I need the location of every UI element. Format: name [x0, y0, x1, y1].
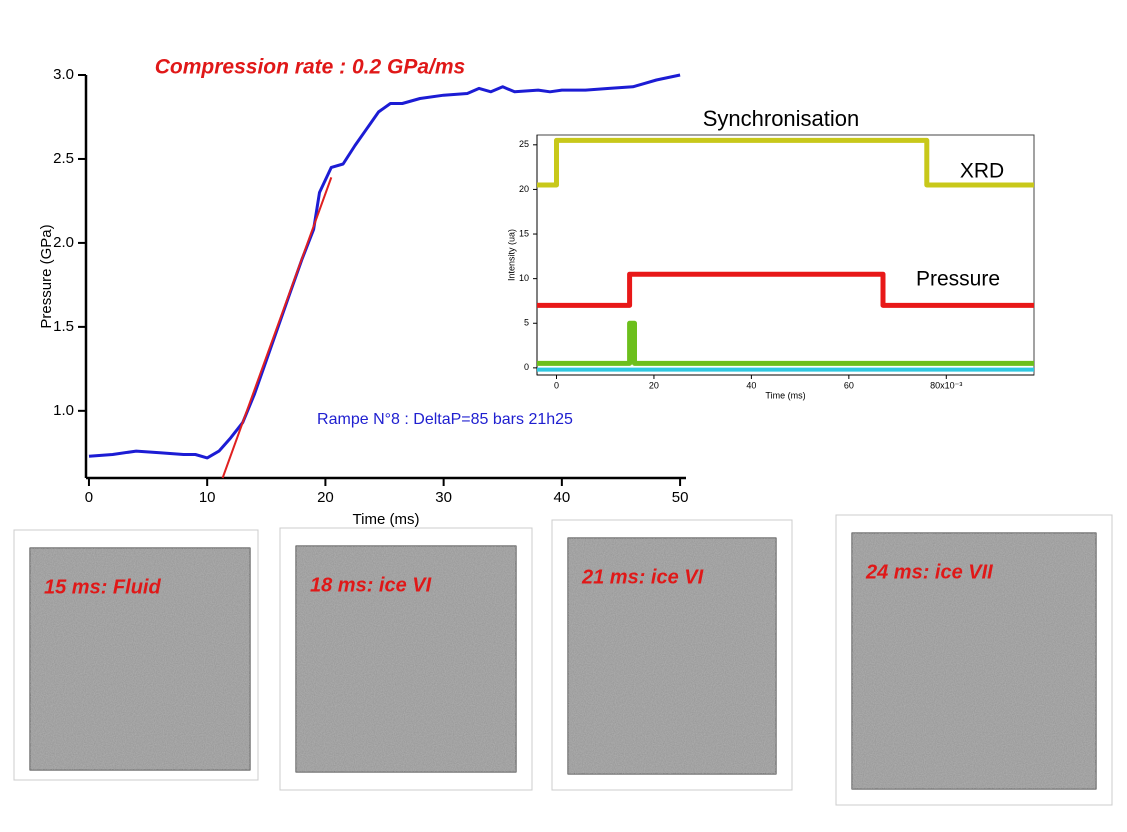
series-line: [221, 177, 333, 479]
series-line: [537, 271, 1034, 308]
x-tick-label: 10: [199, 489, 216, 506]
annotation: XRD: [960, 160, 1004, 183]
detector-noise: [30, 548, 250, 770]
detector-noise: [568, 538, 776, 774]
series-line: [88, 73, 681, 460]
y-tick-label: 10: [519, 273, 529, 283]
x-tick-label: 80x10⁻³: [930, 381, 962, 391]
y-tick-label: 1.5: [53, 318, 74, 335]
y-tick-label: 2.0: [53, 234, 74, 251]
x-tick-label: 30: [435, 489, 452, 506]
panel-label: 21 ms: ice VI: [581, 566, 704, 588]
y-tick-label: 3.0: [53, 66, 74, 83]
x-axis-label: Time (ms): [353, 511, 420, 528]
x-axis-label: Time (ms): [765, 390, 805, 400]
annotation: Pressure: [916, 268, 1000, 291]
y-tick-label: 25: [519, 139, 529, 149]
y-tick-label: 2.5: [53, 150, 74, 167]
x-tick-label: 50: [672, 489, 689, 506]
x-tick-label: 20: [649, 381, 659, 391]
y-axis-label: Intensity (ua): [506, 229, 516, 281]
y-tick-label: 5: [524, 318, 529, 328]
y-tick-label: 1.0: [53, 402, 74, 419]
panel-label: 18 ms: ice VI: [310, 574, 432, 596]
y-tick-label: 20: [519, 184, 529, 194]
detector-noise: [296, 546, 516, 772]
y-tick-label: 0: [524, 362, 529, 372]
x-tick-label: 20: [317, 489, 334, 506]
chart-title: Compression rate : 0.2 GPa/ms: [155, 56, 465, 79]
x-tick-label: 40: [554, 489, 571, 506]
series-line: [537, 137, 1034, 188]
detector-noise: [852, 533, 1096, 789]
y-axis-label: Pressure (GPa): [38, 224, 55, 328]
y-tick-label: 15: [519, 228, 529, 238]
annotation: Synchronisation: [703, 106, 860, 131]
panel-label: 15 ms: Fluid: [44, 576, 161, 598]
annotation: Rampe N°8 : DeltaP=85 bars 21h25: [317, 411, 573, 428]
x-tick-label: 40: [746, 381, 756, 391]
series-line: [537, 320, 1034, 366]
x-tick-label: 0: [554, 381, 559, 391]
x-tick-label: 60: [844, 381, 854, 391]
x-tick-label: 0: [85, 489, 93, 506]
plot-frame: [536, 134, 1035, 376]
panel-label: 24 ms: ice VII: [865, 561, 993, 583]
